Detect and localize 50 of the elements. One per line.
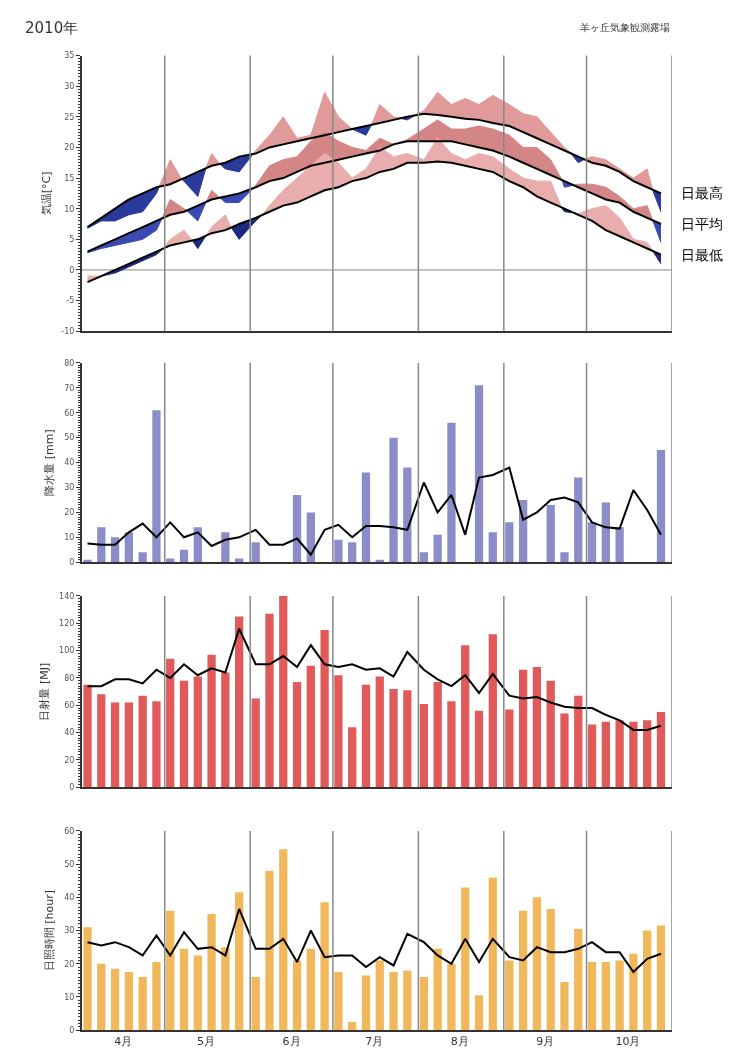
annotation: 日最高 <box>681 185 723 201</box>
y-tick-label: 35 <box>64 51 75 61</box>
y-tick-label: 20 <box>64 508 75 518</box>
x-tick-label: 5月 <box>197 1035 216 1049</box>
y-tick-label: 60 <box>64 826 75 836</box>
y-tick-label: 0 <box>69 558 75 568</box>
y-tick-label: 25 <box>64 112 75 122</box>
y-tick-label: 50 <box>64 859 75 869</box>
y-tick-label: 60 <box>64 408 75 418</box>
x-tick-label: 4月 <box>114 1035 133 1049</box>
chart-title: 2010年 <box>25 19 79 37</box>
annotation: 日最低 <box>681 247 723 263</box>
x-tick-label: 7月 <box>365 1035 384 1049</box>
x-tick-label: 10月 <box>615 1035 641 1049</box>
annotation: 日平均 <box>681 216 723 232</box>
y-tick-label: 20 <box>64 143 75 153</box>
y-tick-label: 10 <box>64 204 75 214</box>
y-axis-title: 日射量 [MJ] <box>38 662 52 721</box>
y-tick-label: 0 <box>69 783 75 793</box>
y-tick-label: 10 <box>64 533 75 543</box>
y-tick-label: 60 <box>64 701 75 711</box>
y-tick-label: 20 <box>64 755 75 765</box>
y-tick-label: 15 <box>64 173 75 183</box>
y-axis-title: 気温[°C] <box>40 171 54 216</box>
y-tick-label: 5 <box>69 235 75 245</box>
y-tick-label: 80 <box>64 673 75 683</box>
y-tick-label: 70 <box>64 383 75 393</box>
y-tick-label: 30 <box>64 483 75 493</box>
y-axis-title: 日照時間 [hour] <box>43 889 57 972</box>
y-tick-label: 40 <box>64 728 75 738</box>
y-tick-label: -5 <box>66 296 75 306</box>
y-tick-label: 0 <box>69 265 75 275</box>
x-tick-label: 9月 <box>536 1035 555 1049</box>
y-tick-label: 0 <box>69 1026 75 1035</box>
y-tick-label: 40 <box>64 893 75 903</box>
y-tick-label: 20 <box>64 959 75 969</box>
y-tick-label: 50 <box>64 433 75 443</box>
y-tick-label: 30 <box>64 81 75 91</box>
y-tick-label: 120 <box>59 619 75 629</box>
y-tick-label: 10 <box>64 992 75 1002</box>
y-axis-title: 降水量 [mm] <box>43 429 57 496</box>
y-tick-label: 140 <box>59 591 75 601</box>
y-tick-label: 80 <box>64 358 75 368</box>
y-tick-label: 100 <box>59 646 75 656</box>
y-tick-label: 30 <box>64 926 75 936</box>
text: 羊ヶ丘気象観測露場 <box>580 22 670 33</box>
x-tick-label: 8月 <box>450 1035 469 1049</box>
x-tick-label: 6月 <box>282 1035 301 1049</box>
y-tick-label: 40 <box>64 458 75 468</box>
y-tick-label: -10 <box>61 327 75 336</box>
